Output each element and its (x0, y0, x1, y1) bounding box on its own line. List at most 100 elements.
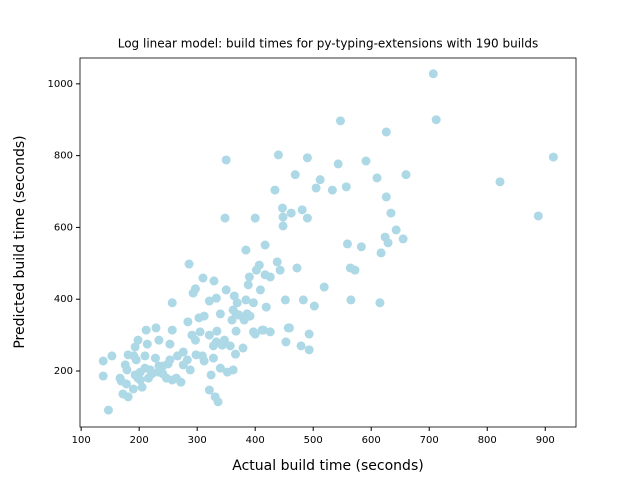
point (107, 351, 117, 361)
point (244, 272, 254, 282)
point (141, 325, 151, 335)
point (230, 349, 240, 359)
point (533, 211, 543, 221)
point (204, 385, 214, 395)
point (225, 341, 235, 351)
point (309, 301, 319, 311)
y-tick-label: 400 (54, 294, 73, 305)
point (341, 182, 351, 192)
point (333, 159, 343, 169)
point (165, 339, 175, 349)
point (248, 298, 258, 308)
y-tick-label: 600 (54, 222, 73, 233)
point (150, 353, 160, 363)
point (122, 365, 132, 375)
point (398, 234, 408, 244)
point (198, 273, 208, 283)
point (286, 208, 296, 218)
point (280, 295, 290, 305)
point (245, 311, 255, 321)
point (495, 177, 505, 187)
point (208, 341, 218, 351)
point (278, 221, 288, 231)
point (356, 242, 366, 252)
x-tick-label: 900 (536, 435, 555, 446)
point (381, 192, 391, 202)
point (213, 397, 223, 407)
point (220, 213, 230, 223)
point (234, 310, 244, 320)
y-tick-label: 200 (54, 366, 73, 377)
point (241, 245, 251, 255)
point (211, 293, 221, 303)
point (131, 355, 141, 365)
point (383, 238, 393, 248)
x-tick-label: 800 (478, 435, 497, 446)
point (361, 156, 371, 166)
point (381, 127, 391, 137)
point (98, 371, 108, 381)
point (265, 272, 275, 282)
point (315, 175, 325, 185)
point (277, 203, 287, 213)
point (350, 265, 360, 275)
point (311, 183, 321, 193)
chart-title: Log linear model: build times for py-typ… (118, 37, 539, 51)
point (172, 351, 182, 361)
x-tick-label: 200 (130, 435, 149, 446)
x-axis-label: Actual build time (seconds) (232, 458, 423, 474)
point (212, 326, 222, 336)
point (178, 360, 188, 370)
point (176, 377, 186, 387)
y-tick-label: 800 (54, 151, 73, 162)
point (292, 263, 302, 273)
point (227, 315, 237, 325)
point (327, 185, 337, 195)
point (250, 329, 260, 339)
point (103, 405, 113, 415)
point (257, 325, 267, 335)
point (232, 298, 242, 308)
point (133, 335, 143, 345)
point (428, 69, 438, 79)
point (219, 335, 229, 345)
point (142, 339, 152, 349)
point (143, 373, 153, 383)
point (275, 265, 285, 275)
point (401, 170, 411, 180)
point (304, 345, 314, 355)
point (140, 351, 150, 361)
point (302, 153, 312, 163)
point (215, 363, 225, 373)
point (130, 342, 140, 352)
point (229, 291, 239, 301)
point (221, 155, 231, 165)
point (204, 296, 214, 306)
point (290, 170, 300, 180)
point (204, 330, 214, 340)
point (195, 327, 205, 337)
y-tick-label: 1000 (48, 79, 73, 90)
point (188, 288, 198, 298)
point (342, 239, 352, 249)
point (215, 309, 225, 319)
point (346, 295, 356, 305)
point (121, 379, 131, 389)
point (376, 248, 386, 258)
point (335, 116, 345, 126)
point (260, 240, 270, 250)
point (270, 185, 280, 195)
point (386, 208, 396, 218)
point (375, 298, 385, 308)
y-axis-label: Predicted build time (seconds) (12, 135, 28, 348)
point (199, 356, 209, 366)
point (250, 213, 260, 223)
point (304, 329, 314, 339)
point (183, 317, 193, 327)
point (184, 259, 194, 269)
point (284, 323, 294, 333)
point (296, 341, 306, 351)
point (208, 353, 218, 363)
